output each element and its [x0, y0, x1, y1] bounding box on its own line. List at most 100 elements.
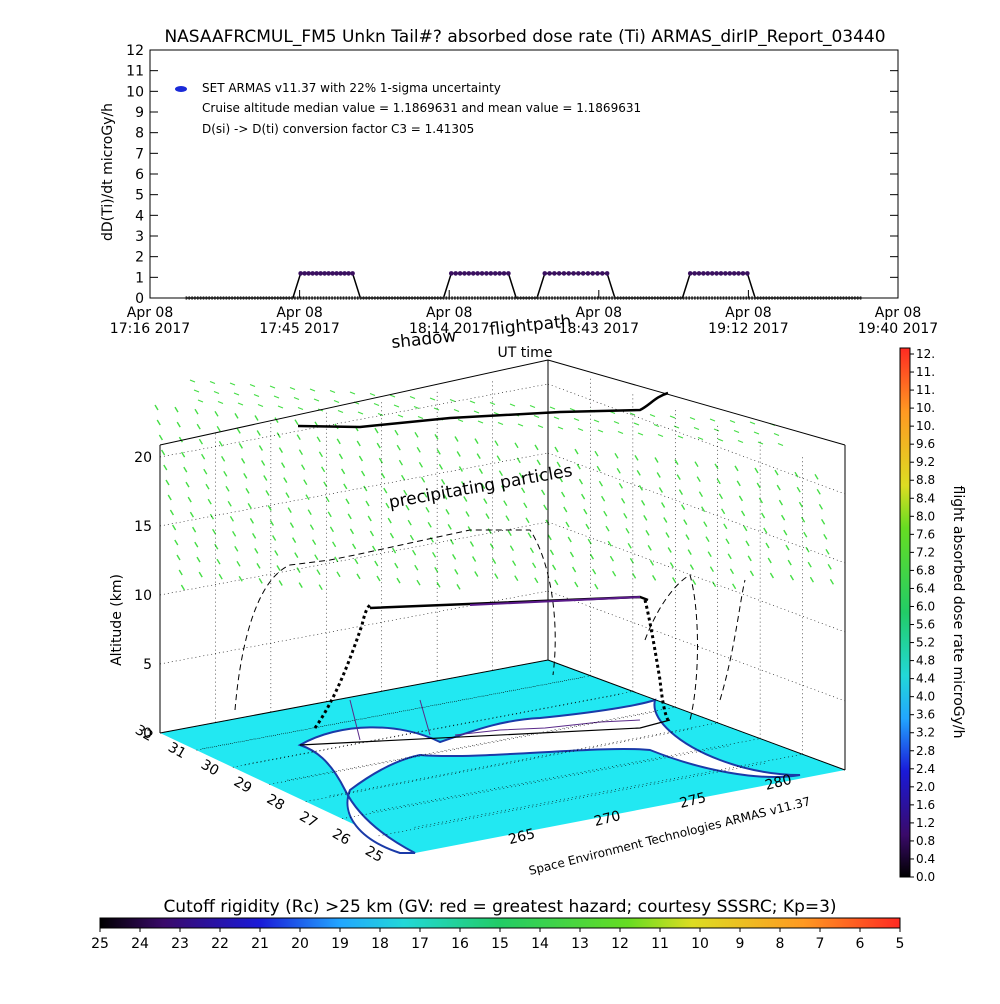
particle-mark [189, 379, 196, 383]
particle-mark [376, 575, 381, 582]
particle-mark [298, 449, 304, 456]
particle-mark [187, 496, 192, 503]
baseline-point [785, 296, 788, 300]
colorbar-tick-label: 8.4 [916, 491, 935, 505]
particle-mark [245, 488, 250, 494]
baseline-point [665, 296, 668, 300]
baseline-point [694, 296, 696, 300]
baseline-point [199, 296, 202, 300]
particle-mark [425, 506, 430, 513]
elevated-point [346, 271, 351, 276]
particle-mark [753, 431, 760, 435]
baseline-point [565, 296, 568, 300]
particle-mark [600, 495, 606, 502]
x-tick-time: 17:16 2017 [110, 321, 190, 337]
particle-mark [289, 522, 295, 528]
particle-mark [183, 466, 188, 473]
particle-mark [167, 494, 172, 501]
particle-mark [783, 529, 788, 536]
particle-mark [794, 471, 799, 478]
particle-mark [691, 579, 697, 585]
particle-mark [605, 525, 610, 532]
particle-mark [673, 425, 680, 429]
baseline-point [568, 296, 570, 300]
particle-mark [329, 389, 336, 394]
particle-mark [227, 500, 232, 507]
particle-mark [176, 554, 181, 561]
baseline-point [714, 296, 716, 300]
particle-mark [803, 531, 808, 538]
baseline-point [768, 296, 770, 300]
particle-mark [505, 515, 510, 522]
particle-mark [491, 558, 497, 564]
particle-mark [725, 538, 730, 545]
particle-mark [369, 530, 375, 537]
elevated-point [566, 271, 572, 276]
particle-mark [265, 490, 270, 496]
baseline-point [816, 296, 819, 300]
particle-mark [716, 478, 721, 485]
rigidity-tick-label: 21 [251, 936, 269, 952]
baseline-point [805, 296, 808, 300]
particle-mark [291, 537, 297, 543]
particle-mark [494, 440, 499, 447]
particle-mark [358, 455, 364, 462]
colorbar-tick-label: 3.2 [916, 726, 935, 740]
baseline-point [425, 296, 428, 300]
baseline-point [528, 296, 530, 300]
baseline-point [319, 296, 322, 300]
particle-mark [247, 503, 252, 509]
latitude-tick-label: 29 [231, 774, 254, 797]
particle-mark [394, 429, 399, 436]
particle-mark [765, 542, 770, 549]
particle-mark [714, 463, 719, 470]
y-tick-label: 6 [135, 167, 144, 183]
particle-mark [580, 493, 586, 500]
baseline-point [574, 296, 576, 300]
colorbar-ticks: 12. 11. 11. 10. 10. 9.6 9.2 8.8 8.4 8.0 7.6 7.2 6.8 6… [910, 347, 935, 884]
particle-mark [253, 393, 260, 398]
particle-mark [189, 511, 195, 518]
baseline-point [654, 296, 656, 300]
particle-mark [383, 487, 388, 494]
particle-mark [269, 520, 275, 526]
particle-mark [658, 487, 664, 493]
colorbar-tick-label: 2.8 [916, 744, 935, 758]
particle-mark [229, 382, 236, 386]
particle-mark [578, 478, 584, 485]
particle-mark [297, 406, 304, 411]
colorbar-tick-label: 11. [916, 365, 935, 379]
particle-mark [583, 508, 588, 515]
particle-mark [577, 427, 584, 432]
baseline-point [679, 296, 682, 300]
baseline-point [408, 296, 411, 300]
particle-mark [300, 464, 306, 471]
elevated-point [727, 271, 733, 276]
particle-mark [465, 511, 470, 517]
y-tick-label: 11 [126, 64, 144, 80]
elevated-point [497, 271, 502, 276]
colorbar-tick-label: 6.0 [916, 599, 935, 613]
baseline-point [645, 296, 648, 300]
latitude-tick-label: 32 [132, 722, 155, 745]
particle-mark [649, 413, 656, 418]
particle-mark [180, 451, 186, 458]
particle-mark [483, 498, 488, 504]
particle-mark [273, 395, 280, 399]
latitude-tick-label: 26 [329, 826, 353, 849]
particle-mark [376, 442, 381, 449]
shadow-label: shadow [390, 326, 457, 353]
particle-mark [669, 415, 676, 419]
particle-mark [409, 534, 415, 541]
particle-mark [309, 388, 316, 392]
baseline-point [542, 296, 545, 300]
elevated-point [322, 271, 327, 276]
particle-mark [485, 513, 490, 519]
y-tick-label: 0 [135, 291, 144, 307]
particle-mark [534, 577, 539, 584]
particle-mark [623, 512, 628, 519]
baseline-point [502, 296, 505, 300]
baseline-point [228, 296, 231, 300]
altitude-grid [159, 521, 549, 596]
particle-mark [514, 575, 519, 582]
